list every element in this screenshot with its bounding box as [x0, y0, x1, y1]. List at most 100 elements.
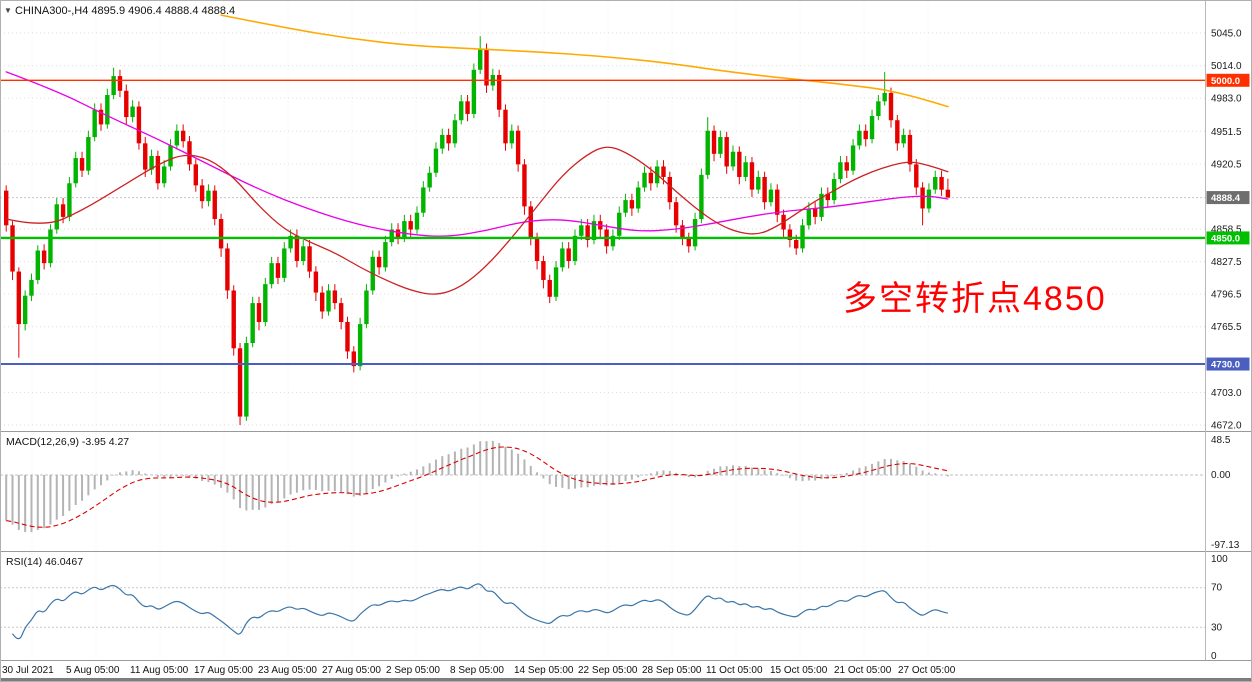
candle-bar	[282, 242, 287, 283]
candle-bar	[768, 183, 774, 207]
candle-bar	[541, 255, 546, 289]
candle-bar	[724, 131, 729, 174]
candle-bar	[326, 284, 331, 316]
candle-bar	[762, 171, 767, 210]
time-axis-label: 27 Oct 05:00	[898, 665, 956, 676]
macd-signal-line	[6, 446, 949, 528]
hline-price-badge	[1206, 73, 1250, 87]
candle-bar	[307, 240, 312, 278]
candle-bar	[636, 181, 641, 213]
candle-bar	[427, 166, 432, 192]
time-axis-label: 14 Sep 05:00	[514, 665, 574, 676]
candle-bar	[465, 95, 470, 122]
price-tick-label: 4703.0	[1211, 388, 1242, 399]
price-tick-label: 4951.5	[1211, 127, 1242, 138]
candle-bar	[699, 168, 704, 224]
time-axis-label: 30 Jul 2021	[2, 665, 54, 676]
candle-bar	[642, 166, 647, 192]
ma-fast-red-line	[5, 146, 949, 295]
candle-bar	[269, 256, 274, 289]
candle-bar	[288, 229, 293, 253]
candle-bar	[686, 232, 691, 253]
chart-title: CHINA300-,H4 4895.9 4906.4 4888.4 4888.4	[15, 5, 235, 17]
candle-bar	[389, 223, 394, 247]
candle-bar	[263, 277, 268, 327]
current-price-badge-label: 4888.4	[1211, 193, 1241, 204]
candle-bar	[749, 157, 755, 197]
candle-bar	[4, 185, 9, 232]
candle-bar	[395, 223, 401, 245]
candle-bar	[320, 286, 325, 319]
candle-bar	[250, 296, 255, 348]
candle-bar	[667, 171, 672, 210]
price-pane[interactable]	[0, 14, 1205, 425]
price-tick-label: 4672.0	[1211, 420, 1242, 431]
candle-bar	[351, 346, 356, 373]
candle-bar	[155, 150, 161, 190]
macd-axis-tick: -97.13	[1211, 540, 1240, 551]
candle-bar	[756, 170, 761, 194]
candle-bar	[345, 316, 350, 359]
candle-bar	[623, 193, 628, 217]
time-axis-label: 11 Oct 05:00	[706, 665, 763, 676]
candle-bar	[711, 125, 717, 162]
time-axis-label: 5 Aug 05:00	[66, 665, 120, 676]
candle-bar	[124, 84, 129, 125]
candle-bar	[939, 170, 944, 196]
candle-bar	[16, 267, 22, 358]
candle-bar	[737, 146, 742, 185]
candle-bar	[945, 178, 951, 198]
candle-bar	[130, 100, 135, 123]
candle-bar	[256, 296, 262, 331]
candle-bar	[54, 197, 59, 234]
hline-price-badge-label: 4850.0	[1211, 233, 1240, 244]
candle-bar	[572, 229, 578, 266]
candle-bar	[421, 181, 426, 217]
macd-pane[interactable]	[0, 440, 1205, 533]
ma-slow-magenta-line	[5, 71, 949, 237]
candle-bar	[926, 183, 932, 213]
collapse-arrow-icon[interactable]: ▼	[4, 6, 12, 15]
price-tick-label: 5014.0	[1211, 61, 1242, 72]
time-axis-label: 27 Aug 05:00	[322, 665, 381, 676]
rsi-pane[interactable]	[0, 583, 1205, 640]
candle-bar	[787, 224, 793, 248]
candle-bar	[149, 149, 154, 175]
price-axis[interactable]: 5045.0 5014.0 4983.0 4951.5 4920.5 4858.5 4827…	[1206, 29, 1250, 663]
candle-bar	[376, 250, 382, 275]
candle-bar	[648, 166, 654, 191]
price-tick-label: 5045.0	[1211, 29, 1242, 40]
hline-price-badge	[1206, 357, 1250, 371]
price-tick-label: 4827.5	[1211, 257, 1242, 268]
candle-bar	[212, 185, 217, 226]
price-tick-label: 4858.5	[1211, 224, 1242, 235]
time-axis[interactable]: 30 Jul 2021 5 Aug 05:00 11 Aug 05:00 17 Aug…	[2, 665, 956, 676]
candle-bar	[895, 114, 900, 151]
candle-bar	[105, 88, 110, 129]
candle-bar	[225, 243, 230, 299]
candle-bar	[452, 113, 458, 148]
macd-axis-tick: 48.5	[1211, 435, 1231, 446]
candle-bar	[933, 170, 938, 194]
candle-bar	[705, 117, 710, 180]
time-axis-label: 23 Aug 05:00	[258, 665, 317, 676]
candle-bar	[673, 196, 679, 233]
rsi-line	[12, 583, 949, 640]
candle-bar	[547, 274, 552, 304]
candle-bar	[199, 179, 205, 209]
hline-price-badge	[1206, 231, 1250, 245]
price-tick-label: 4983.0	[1211, 94, 1242, 105]
candle-bar	[920, 182, 925, 226]
candle-bar	[357, 317, 363, 371]
annotation-text: 多空转折点4850	[843, 280, 1107, 318]
candle-bar	[414, 206, 420, 234]
hline-price-badge-label: 5000.0	[1211, 76, 1240, 87]
candle-bar	[206, 184, 211, 207]
candle-bar	[914, 159, 919, 195]
candle-bar	[857, 124, 862, 150]
candle-bar	[79, 151, 85, 177]
candle-bar	[478, 36, 483, 74]
